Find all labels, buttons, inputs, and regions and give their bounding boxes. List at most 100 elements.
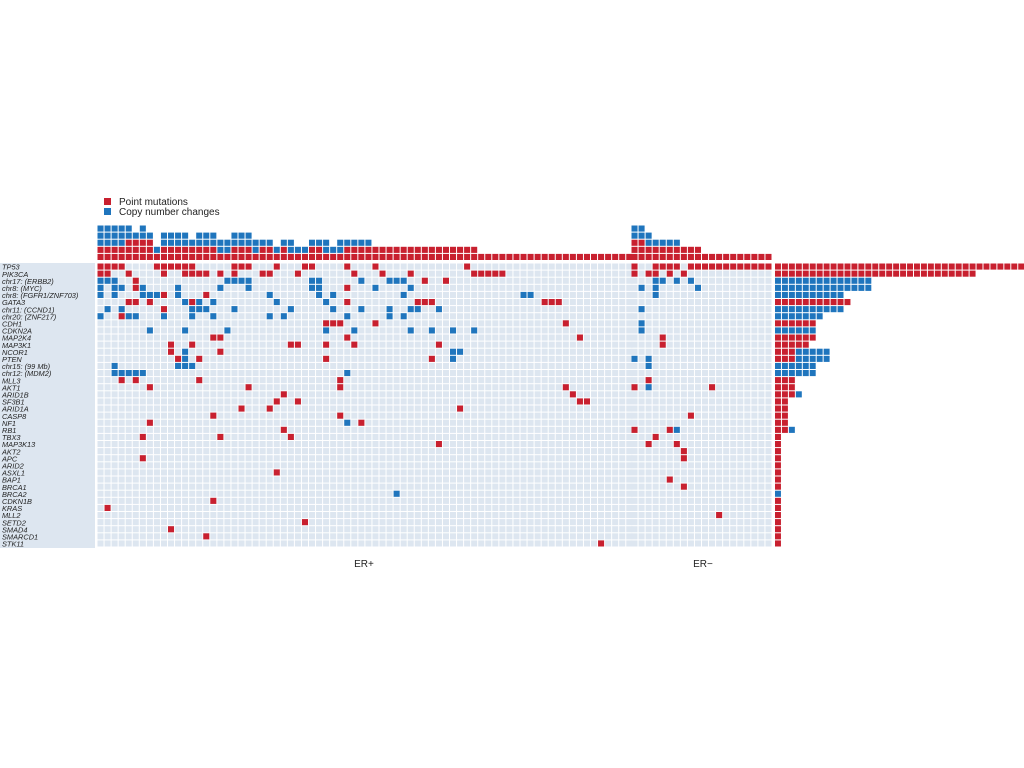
erpos-cell: [97, 462, 104, 469]
erpos-top-copy-number-mark: [287, 239, 294, 246]
erpos-cell: [294, 284, 301, 291]
erpos-cell: [457, 306, 464, 313]
erpos-cell: [294, 441, 301, 448]
erpos-cell: [266, 441, 273, 448]
erpos-cell: [309, 270, 316, 277]
erpos-cell: [513, 362, 520, 369]
erpos-cell: [301, 384, 308, 391]
erpos-cell: [266, 462, 273, 469]
gene-bar-copy-number-mark: [802, 313, 809, 320]
erpos-cell: [217, 419, 224, 426]
gene-bar-mutation-mark: [788, 348, 795, 355]
erpos-cell: [548, 284, 555, 291]
erpos-cell: [379, 291, 386, 298]
erneg-cell: [694, 348, 701, 355]
erpos-cell: [576, 448, 583, 455]
erpos-cell: [273, 526, 280, 533]
erneg-cell: [765, 448, 772, 455]
gene-label: CDKN2A: [2, 327, 32, 336]
erpos-cell: [168, 391, 175, 398]
erpos-cell: [316, 405, 323, 412]
erpos-cell: [259, 391, 266, 398]
erpos-cell: [252, 284, 259, 291]
erpos-cell: [442, 497, 449, 504]
erneg-cell: [659, 299, 666, 306]
erpos-cell: [619, 320, 626, 327]
erneg-cell: [631, 469, 638, 476]
erpos-cell: [626, 377, 633, 384]
erneg-cell: [659, 391, 666, 398]
erneg-cell: [765, 377, 772, 384]
erpos-cell: [591, 355, 598, 362]
erpos-cell: [414, 490, 421, 497]
erneg-top-mutation-mark: [730, 253, 737, 260]
erpos-cell: [562, 504, 569, 511]
erpos-cell: [160, 348, 167, 355]
erpos-cell: [153, 419, 160, 426]
erpos-cell: [294, 327, 301, 334]
erneg-cell: [638, 334, 645, 341]
gene-bar-mutation-mark: [837, 270, 844, 277]
erpos-cell: [506, 476, 513, 483]
erpos-cell: [351, 263, 358, 270]
erpos-cell: [548, 540, 555, 547]
erpos-top-mutation-mark: [365, 253, 372, 260]
erpos-cell: [224, 313, 231, 320]
erneg-cell: [751, 299, 758, 306]
erpos-cell: [569, 320, 576, 327]
erneg-cell: [666, 334, 673, 341]
erneg-cell: [709, 391, 716, 398]
erneg-cell: [744, 405, 751, 412]
erpos-cell: [457, 313, 464, 320]
erpos-cell: [273, 284, 280, 291]
erpos-cell: [365, 540, 372, 547]
erneg-cell: [737, 419, 744, 426]
erpos-cell: [612, 497, 619, 504]
erneg-cell: [744, 504, 751, 511]
erneg-cell: [744, 441, 751, 448]
erpos-cell: [541, 526, 548, 533]
erpos-cell: [287, 448, 294, 455]
erpos-cell: [189, 504, 196, 511]
erneg-cell: [702, 313, 709, 320]
erpos-cell: [217, 504, 224, 511]
erneg-cell: [723, 362, 730, 369]
erneg-cell: [737, 448, 744, 455]
erneg-cell: [631, 327, 638, 334]
erpos-cell: [168, 448, 175, 455]
gene-label: ARID2: [1, 462, 24, 471]
erpos-cell: [259, 327, 266, 334]
erneg-top-mutation-mark: [737, 253, 744, 260]
erneg-cell: [645, 426, 652, 433]
erneg-cell: [645, 512, 652, 519]
erpos-cell: [591, 405, 598, 412]
erpos-cell: [414, 504, 421, 511]
erpos-cell: [379, 441, 386, 448]
erneg-cell: [744, 462, 751, 469]
erpos-cell: [583, 504, 590, 511]
erpos-cell: [598, 348, 605, 355]
erneg-cell: [737, 540, 744, 547]
erpos-cell: [203, 497, 210, 504]
erpos-cell: [562, 313, 569, 320]
erpos-cell: [379, 384, 386, 391]
erpos-cell: [591, 334, 598, 341]
erpos-cell: [97, 327, 104, 334]
erpos-cell: [379, 362, 386, 369]
erneg-top-copy-number-mark: [645, 239, 652, 246]
erpos-cell: [506, 291, 513, 298]
erpos-cell: [379, 412, 386, 419]
erpos-cell: [555, 355, 562, 362]
erpos-cell: [379, 327, 386, 334]
erpos-cell: [182, 384, 189, 391]
erpos-cell: [175, 398, 182, 405]
erpos-cell: [273, 313, 280, 320]
erpos-cell: [400, 284, 407, 291]
erpos-cell: [400, 327, 407, 334]
erpos-cell: [421, 540, 428, 547]
gene-bar-copy-number-mark: [802, 306, 809, 313]
gene-bar-mutation-mark: [788, 263, 795, 270]
erneg-mutation-mark: [666, 426, 673, 433]
erpos-cell: [273, 306, 280, 313]
erpos-cell: [619, 270, 626, 277]
